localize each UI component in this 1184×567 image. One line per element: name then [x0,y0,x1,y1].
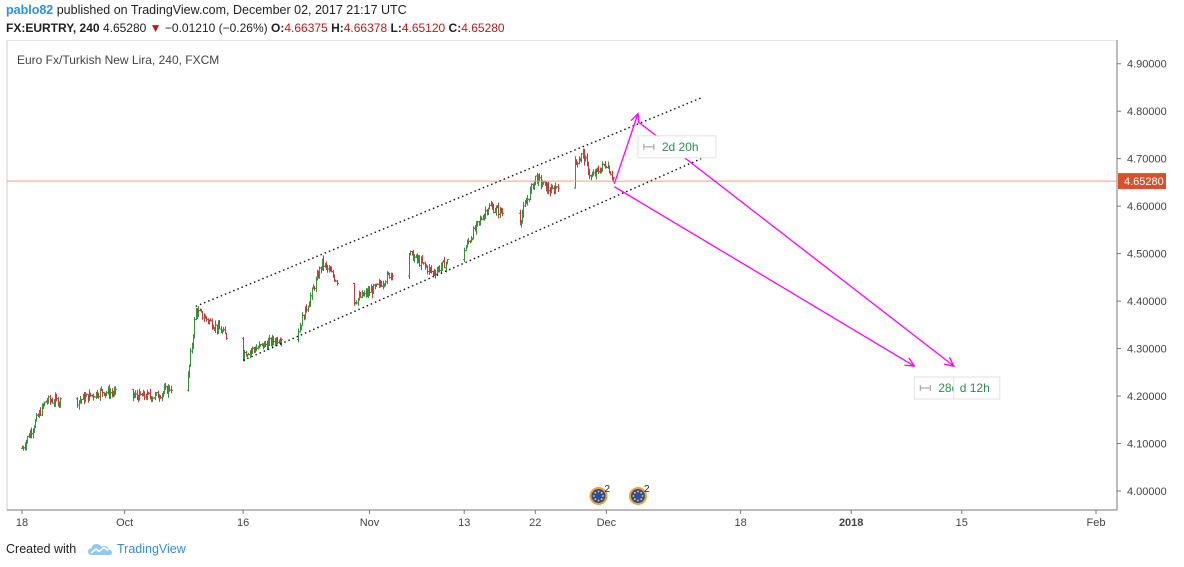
price-tick-label: 4.30000 [1127,344,1167,356]
high-label: H: [331,21,344,35]
projection-arrows[interactable] [613,112,956,368]
last-price: 4.65280 [102,21,147,35]
time-tick-label: 18 [735,517,747,529]
low-label: L: [390,21,402,35]
time-tick-label: 2018 [839,517,863,529]
ohlc-bar [336,279,339,286]
chart-title: Euro Fx/Turkish New Lira, 240, FXCM [17,53,219,67]
eu-flag-icon[interactable] [589,487,608,505]
ohlc-bar [446,259,449,265]
ohlc-bar [114,386,117,395]
price-chart[interactable]: Euro Fx/Turkish New Lira, 240, FXCM 4.00… [0,40,1184,534]
last-price-line: 4.65280 [7,173,1166,190]
date-range-text: d 12h [960,381,990,395]
time-tick-label: 16 [237,517,249,529]
high-value: 4.66378 [343,21,388,35]
symbol-info: FX:EURTRY, 240 4.65280 ▼ −0.01210 (−0.26… [6,21,505,35]
date-range-box [953,376,1001,400]
projection-arrow[interactable] [613,186,916,367]
ohlc-bar [280,338,283,347]
publish-info: pablo82 published on TradingView.com, De… [6,3,407,17]
price-tick-label: 4.50000 [1127,249,1167,261]
published-text: published on TradingView.com, December 0… [53,3,407,17]
tradingview-cloud-icon[interactable] [88,542,112,556]
ohlc-bar [501,208,504,217]
price-tick-label: 4.00000 [1127,486,1167,498]
low-value: 4.65120 [401,21,446,35]
time-tick-label: Feb [1087,517,1106,529]
ohlc-bar [557,183,560,193]
channel-line[interactable] [195,97,702,307]
price-tick-label: 4.90000 [1127,59,1167,71]
time-tick-label: 18 [16,517,28,529]
time-tick-label: Nov [360,517,380,529]
close-label: C: [448,21,462,35]
chart-header: pablo82 published on TradingView.com, De… [0,0,1184,40]
plot-area [6,40,1118,511]
created-with-label: Created with [6,542,77,556]
symbol-label: FX:EURTRY, 240 [6,21,100,35]
price-tick-label: 4.70000 [1127,154,1167,166]
author-link[interactable]: pablo82 [6,3,54,17]
date-range-label[interactable]: 2d 20h [637,135,717,159]
time-tick-label: Oct [116,517,133,529]
projection-arrow[interactable] [637,121,956,368]
open-value: 4.66375 [284,21,328,35]
projection-arrow[interactable] [613,112,640,185]
date-range-icon [643,143,655,150]
chart-footer: Created with TradingView [0,534,1184,567]
time-tick-label: 22 [529,517,541,529]
ohlc-bar [225,332,228,340]
channel-lines[interactable] [195,97,702,362]
ohlc-bar [170,385,173,394]
date-range-box [637,135,717,159]
tradingview-link[interactable]: TradingView [117,542,186,556]
ohlc-bars [21,148,615,451]
date-range-label[interactable]: d 12h [953,376,1001,400]
last-price-tag [1118,173,1166,190]
open-label: O: [271,21,285,35]
time-tick-label: Dec [597,517,617,529]
price-tick-label: 4.60000 [1127,201,1167,213]
close-value: 4.65280 [461,21,505,35]
ohlc-bar [59,397,62,408]
price-tick-label: 4.20000 [1127,391,1167,403]
event-count: 2 [604,484,610,495]
date-range-icon [919,384,931,391]
price-tick-label: 4.80000 [1127,106,1167,118]
time-tick-label: 13 [458,517,470,529]
time-tick-label: 15 [956,517,968,529]
ohlc-bar [391,272,394,281]
date-range-text: 2d 20h [662,140,699,154]
price-tick-label: 4.40000 [1127,296,1167,308]
price-tick-label: 4.10000 [1127,439,1167,451]
time-axis[interactable]: 18 Oct 16 Nov 13 22 Dec 18 2018 15 Feb [16,510,1106,529]
last-price-tag-label: 4.65280 [1124,176,1164,188]
eu-flag-icon[interactable] [628,487,647,505]
price-axis[interactable]: 4.00000 4.10000 4.20000 4.30000 4.40000 4.500… [1117,59,1167,498]
price-change: −0.01210 (−0.26%) [164,21,268,35]
down-triangle-icon: ▼ [149,21,162,35]
event-count: 2 [644,484,650,495]
